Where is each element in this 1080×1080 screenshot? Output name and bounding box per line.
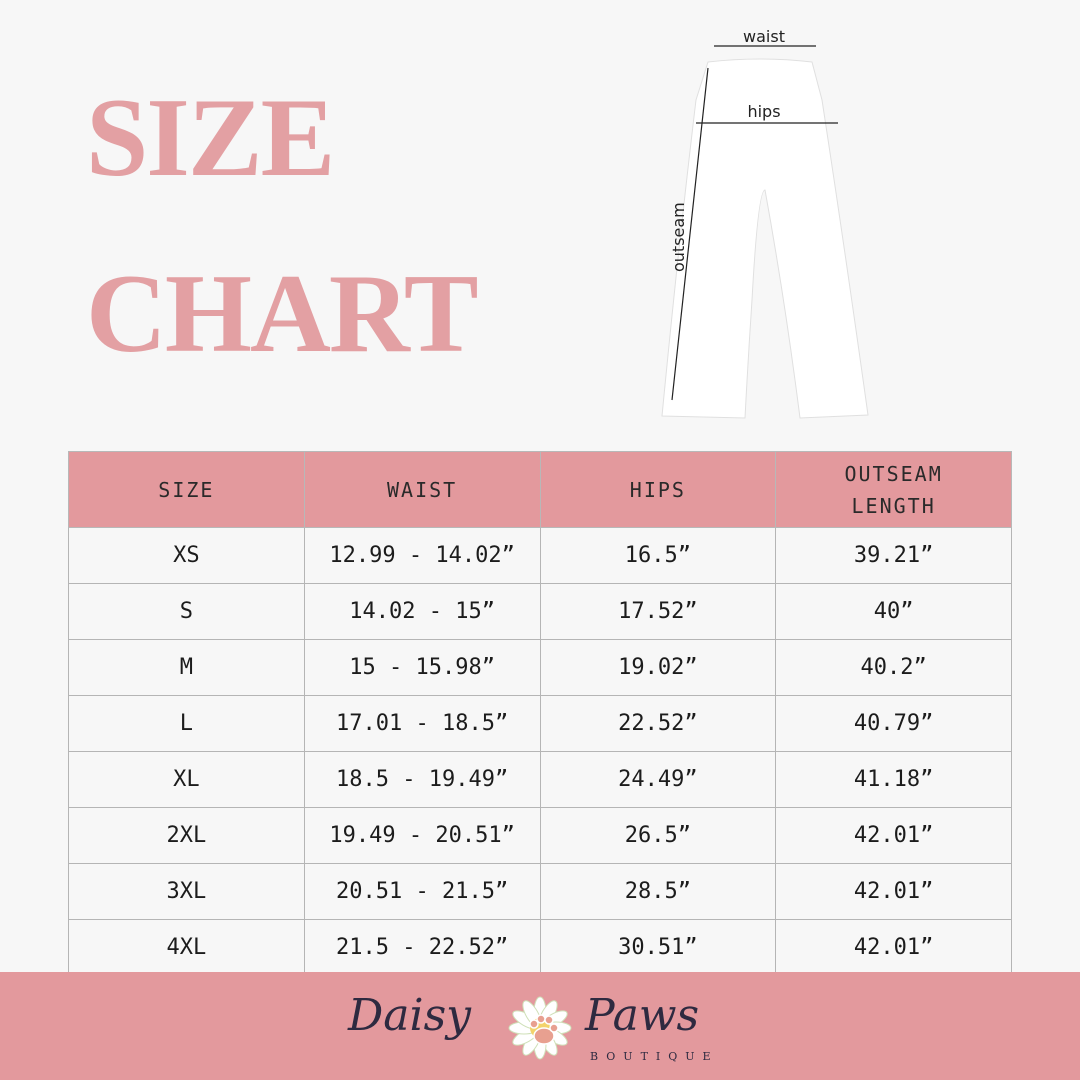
cell-waist: 18.5 - 19.49” xyxy=(303,751,541,808)
cell-size: S xyxy=(68,583,305,640)
pants-shape xyxy=(661,58,869,419)
cell-hips: 22.52” xyxy=(539,695,777,752)
title-line-2: CHART xyxy=(86,252,479,376)
table-row: S 14.02 - 15” 17.52” 40” xyxy=(68,583,1012,640)
table-row: M 15 - 15.98” 19.02” 40.2” xyxy=(68,639,1012,696)
table-row: XL 18.5 - 19.49” 24.49” 41.18” xyxy=(68,751,1012,808)
cell-waist: 21.5 - 22.52” xyxy=(303,919,541,976)
cell-hips: 28.5” xyxy=(539,863,777,920)
cell-waist: 15 - 15.98” xyxy=(303,639,541,696)
cell-hips: 19.02” xyxy=(539,639,777,696)
cell-size: XL xyxy=(68,751,305,808)
table-row: XS 12.99 - 14.02” 16.5” 39.21” xyxy=(68,527,1012,584)
daisy-paw-logo-icon xyxy=(508,996,572,1060)
table-row: 2XL 19.49 - 20.51” 26.5” 42.01” xyxy=(68,807,1012,864)
cell-size: 4XL xyxy=(68,919,305,976)
header-size: SIZE xyxy=(68,451,305,528)
pants-diagram: waist hips outseam xyxy=(661,27,869,419)
cell-outseam: 42.01” xyxy=(775,863,1012,920)
cell-outseam: 40.2” xyxy=(775,639,1012,696)
header-outseam: OUTSEAM LENGTH xyxy=(775,451,1012,528)
header-hips: HIPS xyxy=(539,451,777,528)
header-row: SIZE WAIST HIPS OUTSEAM LENGTH xyxy=(68,451,1012,528)
table-row: 3XL 20.51 - 21.5” 28.5” 42.01” xyxy=(68,863,1012,920)
cell-hips: 24.49” xyxy=(539,751,777,808)
cell-size: 2XL xyxy=(68,807,305,864)
cell-hips: 26.5” xyxy=(539,807,777,864)
cell-waist: 20.51 - 21.5” xyxy=(303,863,541,920)
cell-outseam: 40” xyxy=(775,583,1012,640)
cell-outseam: 39.21” xyxy=(775,527,1012,584)
brand-word-2: Paws xyxy=(585,990,700,1041)
header-waist: WAIST xyxy=(303,451,541,528)
cell-hips: 17.52” xyxy=(539,583,777,640)
size-table: SIZE WAIST HIPS OUTSEAM LENGTH XS 12.99 -… xyxy=(68,451,1012,976)
cell-size: XS xyxy=(68,527,305,584)
outseam-label: outseam xyxy=(669,202,688,272)
hips-label: hips xyxy=(747,102,780,121)
table-row: 4XL 21.5 - 22.52” 30.51” 42.01” xyxy=(68,919,1012,976)
cell-size: L xyxy=(68,695,305,752)
cell-outseam: 40.79” xyxy=(775,695,1012,752)
cell-size: 3XL xyxy=(68,863,305,920)
title-line-1: SIZE xyxy=(86,76,335,200)
cell-outseam: 42.01” xyxy=(775,919,1012,976)
cell-waist: 12.99 - 14.02” xyxy=(303,527,541,584)
brand-word-1: Daisy xyxy=(348,990,472,1041)
cell-hips: 30.51” xyxy=(539,919,777,976)
waist-label: waist xyxy=(743,27,785,46)
table-row: L 17.01 - 18.5” 22.52” 40.79” xyxy=(68,695,1012,752)
cell-outseam: 42.01” xyxy=(775,807,1012,864)
cell-waist: 17.01 - 18.5” xyxy=(303,695,541,752)
footer-banner: Daisy Paws BOUTIQUE xyxy=(0,972,1080,1080)
cell-hips: 16.5” xyxy=(539,527,777,584)
brand-subtitle: BOUTIQUE xyxy=(590,1050,719,1063)
cell-outseam: 41.18” xyxy=(775,751,1012,808)
cell-waist: 14.02 - 15” xyxy=(303,583,541,640)
cell-size: M xyxy=(68,639,305,696)
cell-waist: 19.49 - 20.51” xyxy=(303,807,541,864)
